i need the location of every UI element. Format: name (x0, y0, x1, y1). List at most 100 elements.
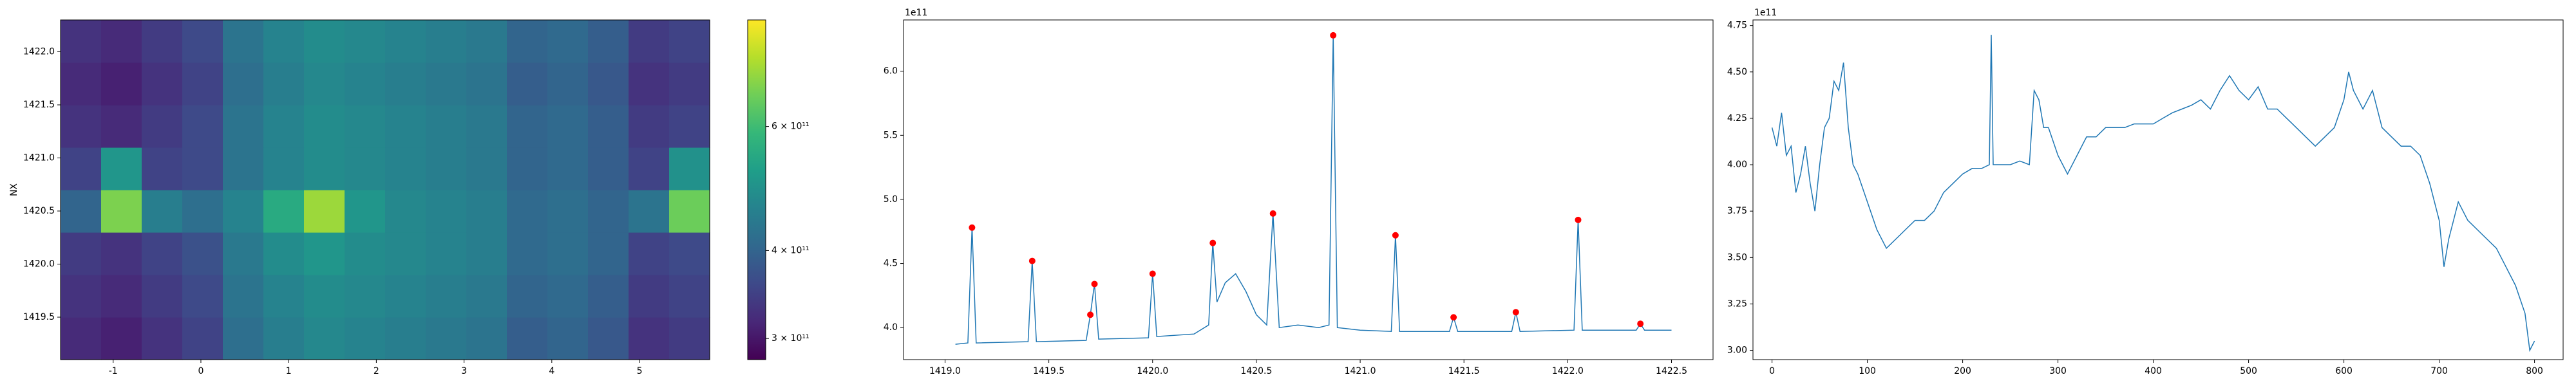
y-tick-label: 4.75 (1727, 21, 1747, 31)
heatmap-cell (182, 105, 223, 148)
peak-marker (1269, 210, 1276, 217)
y-tick-label: 1422.0 (23, 47, 55, 57)
peak-marker (1512, 309, 1519, 316)
heatmap-cell (142, 275, 183, 318)
heatmap-cell (304, 147, 345, 190)
heatmap-cell (345, 232, 386, 275)
heatmap-cell (101, 147, 142, 190)
y-tick-label: 1421.0 (23, 153, 55, 163)
heatmap-cell (263, 232, 305, 275)
line (1771, 35, 2535, 353)
y-tick-label: 1420.0 (23, 259, 55, 270)
heatmap-cell (142, 62, 183, 106)
heatmap-cell (629, 190, 670, 233)
heatmap-cell (182, 317, 223, 360)
heatmap-cell (629, 317, 670, 360)
x-tick-label: 4 (549, 366, 554, 376)
heatmap-cell (101, 275, 142, 318)
x-tick-label: -1 (109, 366, 118, 376)
heatmap-cell (61, 147, 102, 190)
heatmap-cell (426, 147, 467, 190)
y-tick-label: 4.5 (884, 259, 898, 269)
heatmap-cell (588, 62, 629, 106)
heatmap-cell (101, 105, 142, 148)
y-tick-label: 1420.5 (23, 206, 55, 216)
heatmap-cell (507, 232, 548, 275)
heatmap-cell (345, 147, 386, 190)
y-tick-label: 6.0 (884, 66, 898, 77)
heatmap-cell (142, 147, 183, 190)
peak-marker (1330, 32, 1337, 39)
x-tick-label: 1 (286, 366, 292, 376)
x-tick-label: 1420.5 (1240, 366, 1272, 376)
heatmap-cell (61, 317, 102, 360)
heatmap-cell (223, 232, 264, 275)
heatmap-cell (629, 232, 670, 275)
heatmap-cell (547, 317, 589, 360)
heatmap-cell (466, 232, 507, 275)
heatmap-cell (182, 190, 223, 233)
peak-marker (1392, 232, 1399, 239)
heatmap-cell (182, 232, 223, 275)
heatmap-cell (142, 20, 183, 63)
y-tick-label: 1419.5 (23, 312, 55, 322)
heatmap-cell (61, 190, 102, 233)
x-tick-label: 1421.0 (1345, 366, 1376, 376)
y-tick-label: 4.50 (1727, 67, 1747, 77)
heatmap-cell (345, 20, 386, 63)
heatmap-cell (263, 190, 305, 233)
peak-marker (1637, 320, 1644, 327)
heatmap-cell (182, 147, 223, 190)
heatmap-cell (669, 275, 710, 318)
x-tick-label: 100 (1859, 366, 1876, 376)
heatmap-cell (223, 317, 264, 360)
heatmap-cell (426, 190, 467, 233)
x-tick-label: 1420.0 (1137, 366, 1168, 376)
heatmap-cell (101, 20, 142, 63)
heatmap-cell (547, 20, 589, 63)
heatmap-cell (629, 105, 670, 148)
x-tick-label: 0 (198, 366, 204, 376)
x-tick-label: 1419.5 (1033, 366, 1065, 376)
heatmap-cell (182, 20, 223, 63)
x-tick-label: 1422.0 (1552, 366, 1584, 376)
peak-marker (1091, 280, 1098, 288)
x-tick-label: 500 (2240, 366, 2257, 376)
heatmap-cell (223, 147, 264, 190)
colorbar-tick-label: 4 × 10¹¹ (772, 245, 810, 255)
x-tick-label: 700 (2430, 366, 2448, 376)
axes-frame (1752, 19, 2564, 360)
heatmap-cell (629, 275, 670, 318)
heatmap-cell (426, 105, 467, 148)
heatmap-cell (345, 190, 386, 233)
heatmap-cell (588, 317, 629, 360)
heatmap-cell (385, 275, 426, 318)
y-tick-label: 4.0 (884, 322, 898, 333)
heatmap-cell (263, 20, 305, 63)
x-tick-label: 0 (1769, 366, 1775, 376)
y-tick-label: 3.00 (1727, 345, 1747, 356)
offset-text: 1e11 (905, 8, 927, 18)
heatmap-cell (466, 20, 507, 63)
x-tick-label: 600 (2335, 366, 2353, 376)
heatmap-cell (507, 317, 548, 360)
heatmap-cell (263, 62, 305, 106)
y-tick-label: 5.5 (884, 130, 898, 140)
x-tick-label: 800 (2526, 366, 2543, 376)
x-tick-label: 5 (637, 366, 643, 376)
heatmap-cell (345, 275, 386, 318)
heatmap-cell (304, 190, 345, 233)
heatmap-cell (588, 275, 629, 318)
y-tick-label: 1421.5 (23, 100, 55, 110)
heatmap-cell (101, 317, 142, 360)
heatmap-cell (345, 62, 386, 106)
x-tick-label: 3 (461, 366, 467, 376)
heatmap-cell (466, 275, 507, 318)
peak-marker (1087, 311, 1094, 318)
peak-marker (969, 224, 976, 231)
heatmap-cell (426, 20, 467, 63)
heatmap-cell (223, 105, 264, 148)
heatmap-cell (385, 62, 426, 106)
heatmap-cell (466, 105, 507, 148)
axes-frame (903, 19, 1714, 360)
